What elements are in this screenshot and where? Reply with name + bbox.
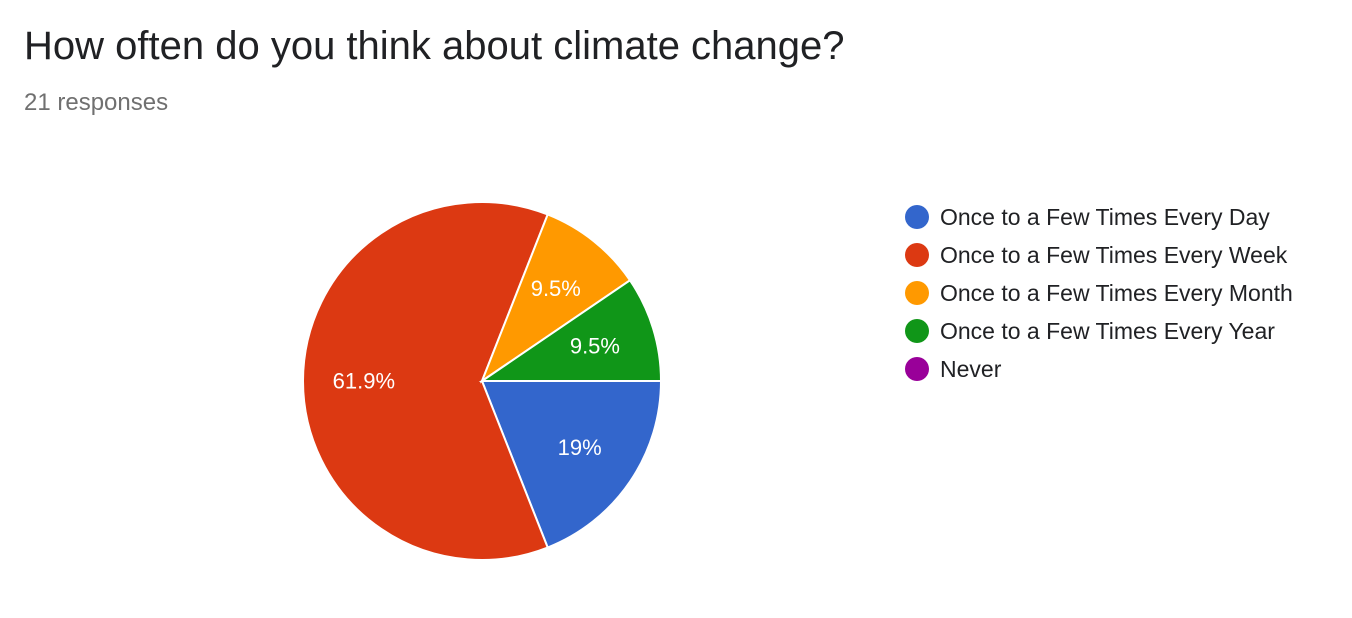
pie-slice-1[interactable] <box>480 380 663 549</box>
legend-label: Once to a Few Times Every Day <box>940 203 1270 230</box>
pie-data-label-1: 19% <box>558 435 602 460</box>
legend-label: Once to a Few Times Every Year <box>940 317 1275 344</box>
pie-data-label-3: 9.5% <box>531 276 581 301</box>
chart-legend: Once to a Few Times Every Day Once to a F… <box>905 198 1293 388</box>
legend-swatch-icon <box>905 205 929 229</box>
legend-swatch-icon <box>905 357 929 381</box>
legend-swatch-icon <box>905 281 929 305</box>
pie-chart: 19% 61.9% 9.5% 9.5% <box>302 201 663 561</box>
pie-data-label-2: 61.9% <box>333 369 395 394</box>
pie-data-labels: 19% 61.9% 9.5% 9.5% <box>333 276 620 460</box>
legend-item-4[interactable]: Once to a Few Times Every Year <box>905 312 1293 350</box>
pie-slices <box>302 201 663 561</box>
legend-label: Once to a Few Times Every Month <box>940 279 1293 306</box>
legend-label: Never <box>940 355 1002 382</box>
legend-label: Once to a Few Times Every Week <box>940 241 1288 268</box>
legend-item-1[interactable]: Once to a Few Times Every Day <box>905 198 1293 236</box>
legend-swatch-icon <box>905 319 929 343</box>
legend-item-5[interactable]: Never <box>905 350 1293 388</box>
pie-slice-4[interactable] <box>478 278 663 382</box>
pie-slice-3[interactable] <box>479 213 632 384</box>
legend-item-3[interactable]: Once to a Few Times Every Month <box>905 274 1293 312</box>
pie-data-label-4: 9.5% <box>570 334 620 359</box>
chart-title: How often do you think about climate cha… <box>24 24 845 68</box>
legend-swatch-icon <box>905 243 929 267</box>
pie-slice-2[interactable] <box>302 201 549 561</box>
response-count: 21 responses <box>24 89 169 116</box>
legend-item-2[interactable]: Once to a Few Times Every Week <box>905 236 1293 274</box>
